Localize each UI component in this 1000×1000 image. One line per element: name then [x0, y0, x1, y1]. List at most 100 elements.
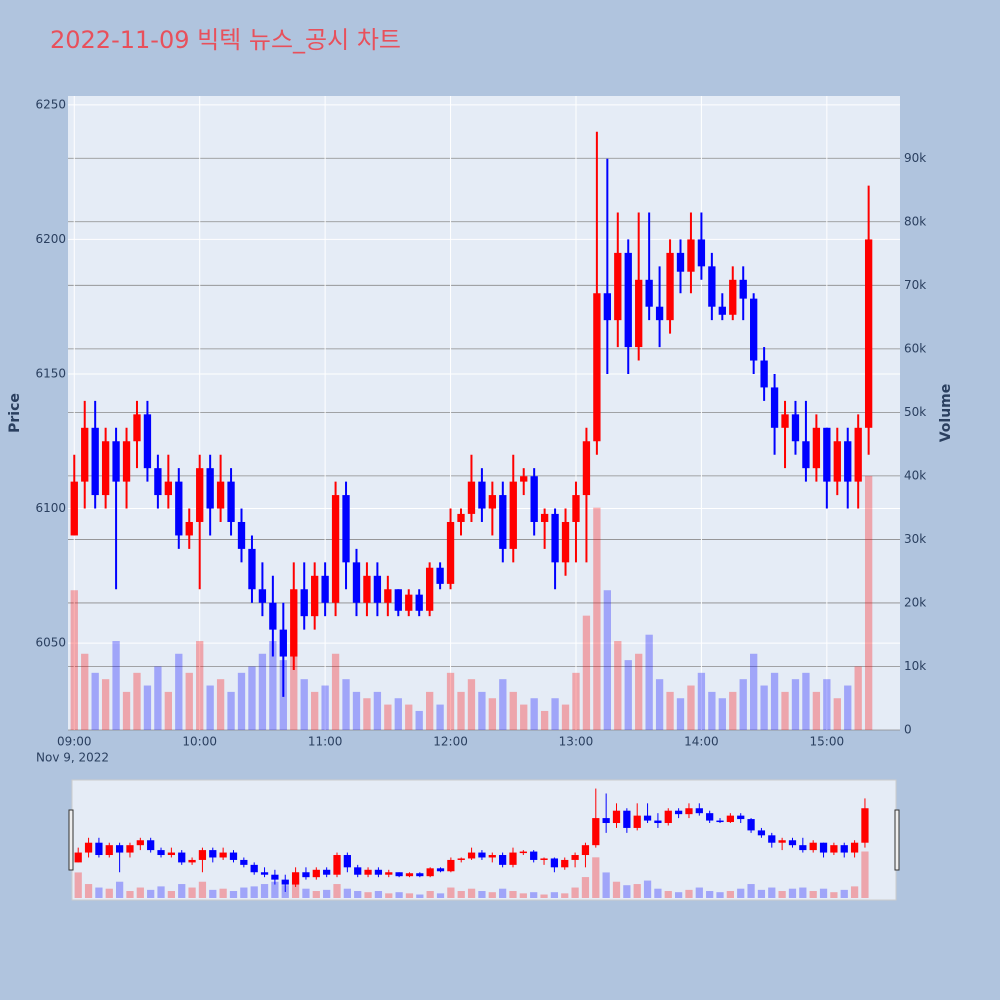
mini-body [354, 867, 362, 875]
volume-bar [478, 691, 486, 730]
candle-body [363, 575, 371, 603]
candle-body [206, 468, 214, 509]
mini-body [467, 852, 476, 859]
candle-body [718, 306, 726, 315]
volume-bar [593, 507, 601, 730]
mini-body [674, 810, 683, 815]
mini-volume-bar [654, 888, 662, 898]
candle-body [760, 360, 768, 388]
slider-handle[interactable] [894, 809, 900, 871]
volume-bar [739, 679, 747, 730]
candle-body [520, 476, 528, 482]
volume-bar [122, 691, 131, 730]
mini-volume-bar [830, 892, 838, 898]
mini-body [737, 815, 745, 820]
mini-body [395, 872, 403, 877]
mini-body [633, 815, 641, 828]
candle-body [175, 481, 183, 536]
mini-body [830, 845, 838, 853]
candle-body [572, 495, 580, 522]
volume-bar [405, 704, 413, 730]
volume-bar [833, 698, 841, 730]
volume-bar [635, 653, 643, 730]
mini-volume-bar [550, 892, 559, 898]
mini-volume-bar [809, 891, 817, 898]
volume-bar [488, 698, 497, 730]
y-tick-label: 6050 [35, 636, 66, 650]
mini-volume-bar [405, 893, 414, 898]
candle-body [676, 252, 685, 272]
mini-volume-bar [478, 891, 486, 898]
mini-body [592, 818, 600, 846]
mini-body [323, 869, 331, 875]
y2-tick-label: 10k [904, 659, 926, 673]
volume-bar [603, 590, 611, 730]
x-tick-label: 10:00 [182, 735, 217, 749]
mini-volume-bar [840, 889, 848, 898]
volume-bar [697, 672, 706, 730]
volume-bar [175, 653, 183, 730]
mini-body [706, 813, 714, 821]
volume-bar [624, 660, 632, 730]
mini-body [219, 852, 227, 858]
candle-body [687, 239, 695, 272]
x-tick-label: 15:00 [810, 735, 845, 749]
mini-volume-bar [509, 891, 517, 898]
mini-body [147, 840, 155, 851]
candle-body [540, 513, 549, 522]
mini-body [519, 851, 527, 854]
mini-volume-bar [136, 887, 144, 898]
mini-volume-bar [198, 881, 207, 898]
volume-bar [196, 641, 204, 730]
range-slider[interactable] [71, 779, 897, 901]
candle-body [791, 414, 800, 442]
candle-body [593, 293, 601, 442]
mini-body [509, 852, 517, 865]
mini-body [126, 845, 134, 853]
mini-body [343, 855, 351, 868]
volume-bar [363, 698, 371, 730]
mini-body [819, 842, 828, 853]
mini-volume-bar [488, 892, 496, 898]
volume-bar [708, 691, 716, 730]
mini-body [840, 845, 848, 853]
volume-bar [770, 672, 779, 730]
volume-bar [227, 691, 235, 730]
candle-body [70, 481, 78, 536]
volume-bar [331, 653, 340, 730]
mini-volume-bar [674, 892, 683, 898]
candle-body [488, 495, 497, 509]
candle-body [321, 575, 329, 603]
mini-body [364, 869, 372, 875]
mini-body [602, 818, 610, 824]
mini-volume-bar [115, 881, 124, 898]
mini-volume-bar [84, 884, 93, 898]
x-date-label: Nov 9, 2022 [36, 751, 109, 765]
candle-body [133, 414, 141, 442]
mini-volume-bar [229, 891, 238, 898]
mini-body [716, 820, 724, 823]
y2-tick-label: 20k [904, 595, 926, 609]
mini-body [240, 859, 248, 865]
candle-body [154, 468, 162, 496]
volume-bar [802, 672, 810, 730]
candle-body [196, 468, 204, 522]
slider-handle[interactable] [68, 809, 74, 871]
y-tick-label: 6200 [35, 232, 66, 246]
chart-title: 2022-11-09 빅텍 뉴스_공시 차트 [50, 26, 401, 54]
volume-bar [854, 666, 862, 730]
volume-bar [436, 704, 444, 730]
mini-body [229, 852, 238, 860]
candle-body [164, 481, 172, 496]
volume-bar [446, 672, 455, 730]
mini-body [540, 858, 548, 860]
y2-tick-label: 30k [904, 532, 926, 546]
candle-body [551, 513, 559, 563]
candle-body [457, 513, 465, 522]
mini-volume-bar [291, 879, 300, 898]
candle-body [854, 427, 862, 482]
mini-volume-bar [592, 857, 600, 898]
candle-body [802, 441, 810, 469]
candle-body [509, 481, 517, 549]
mini-body [664, 810, 672, 824]
